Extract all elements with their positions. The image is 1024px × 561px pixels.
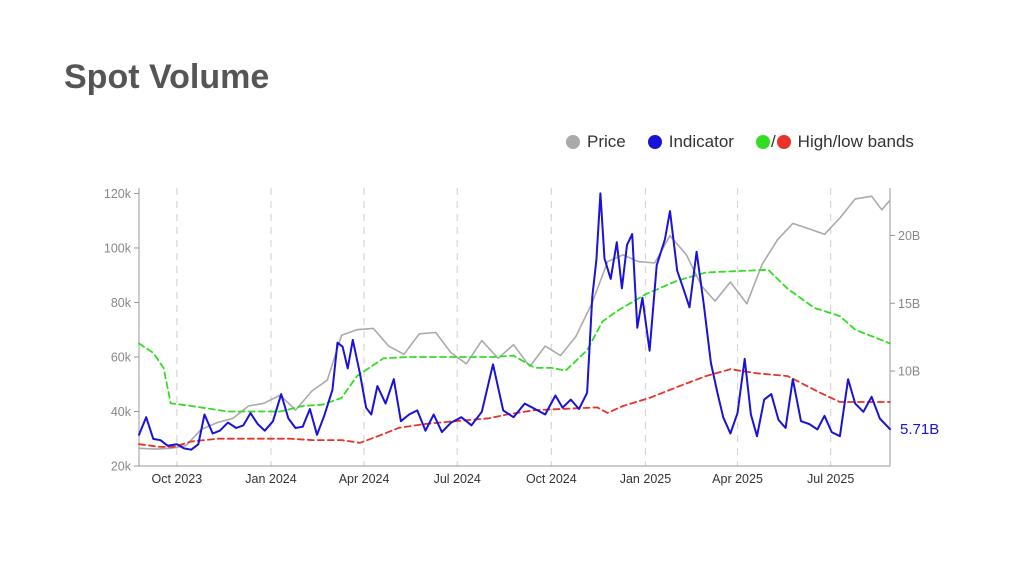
x-tick-label: Jul 2024 — [434, 472, 481, 486]
y-right-tick-label: 20B — [898, 229, 920, 243]
series-line-price — [138, 195, 891, 450]
y-right-tick-label: 15B — [898, 297, 920, 311]
legend-price-label: Price — [587, 132, 626, 151]
legend-low-band-dot — [776, 135, 791, 149]
legend-item-price[interactable]: Price — [566, 132, 626, 152]
y-left-tick-label: 120k — [104, 187, 132, 201]
legend-indicator-label: Indicator — [668, 132, 734, 151]
x-tick-label: Apr 2024 — [339, 472, 390, 486]
x-tick-label: Jan 2024 — [245, 472, 296, 486]
y-left-tick-label: 80k — [111, 296, 132, 310]
series-line-high-band — [138, 268, 891, 413]
legend-item-indicator[interactable]: Indicator — [647, 132, 734, 152]
chart-series — [138, 192, 891, 451]
x-tick-label: Apr 2025 — [712, 472, 763, 486]
chart-axes — [134, 188, 895, 467]
x-tick-label: Oct 2023 — [151, 472, 202, 486]
series-line-low-band — [138, 368, 891, 448]
legend-item-bands[interactable]: / High/low bands — [755, 132, 914, 152]
legend-indicator-dot — [647, 135, 662, 149]
legend-bands-separator: / — [770, 132, 776, 151]
x-tick-label: Jul 2025 — [807, 472, 854, 486]
last-value-label: 5.71B — [900, 421, 939, 438]
y-left-tick-label: 40k — [111, 405, 132, 419]
chart-labels: Oct 2023 Jan 2024 Apr 2024 Jul 2024 Oct 2024… — [104, 187, 939, 486]
legend-price-dot — [566, 135, 580, 149]
page-title: Spot Volume — [64, 58, 270, 96]
y-left-tick-label: 60k — [111, 350, 132, 364]
y-left-tick-label: 20k — [111, 460, 132, 474]
legend: Price Indicator / High/low bands — [566, 130, 936, 154]
series-line-indicator — [138, 192, 891, 451]
x-tick-label: Jan 2025 — [620, 472, 671, 486]
legend-high-band-dot — [755, 135, 770, 149]
x-tick-label: Oct 2024 — [526, 472, 577, 486]
y-left-tick-label: 100k — [104, 241, 132, 255]
legend-bands-label: High/low bands — [797, 132, 914, 151]
y-right-tick-label: 10B — [898, 365, 920, 379]
